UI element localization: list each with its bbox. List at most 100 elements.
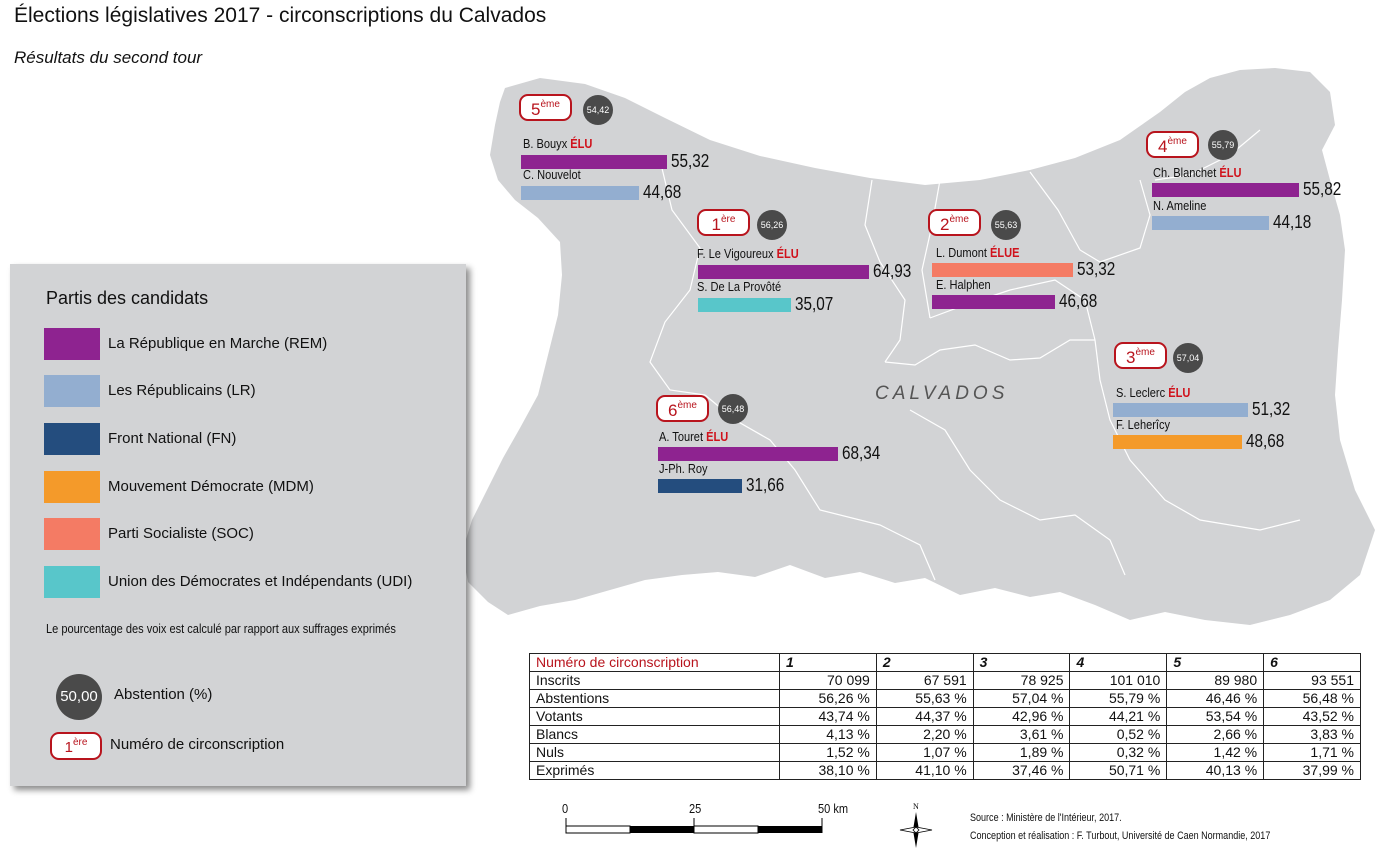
- circ-number: 5: [531, 100, 541, 119]
- table-cell: 101 010: [1069, 671, 1168, 690]
- circ-suffix: ème: [949, 214, 969, 225]
- legend-swatch-fn: [44, 423, 100, 455]
- legend-title: Partis des candidats: [46, 288, 209, 308]
- table-cell: 53,54 %: [1166, 707, 1265, 726]
- abstention-circle-4: 55,79: [1208, 130, 1238, 160]
- candidate-name: N. Ameline: [1153, 198, 1206, 213]
- result-bar-udi: [698, 298, 791, 312]
- candidate-name: J-Ph. Roy: [659, 461, 708, 476]
- result-bar-rem: [698, 265, 870, 279]
- legend-swatch-udi: [44, 566, 100, 598]
- table-cell: 40,13 %: [1166, 761, 1265, 780]
- circ-number: 4: [1158, 137, 1168, 156]
- scale-bar: [565, 818, 823, 834]
- table-cell: 57,04 %: [972, 689, 1071, 708]
- table-row: Exprimés 38,10 % 41,10 % 37,46 % 50,71 % 40,1…: [529, 761, 1361, 780]
- legend-circ-sup: ère: [72, 737, 88, 748]
- legend-swatch-rem: [44, 328, 100, 360]
- candidate-name-text: F. Le Vigoureux: [697, 246, 777, 261]
- table-cell: 67 591: [875, 671, 974, 690]
- candidate-name-text: B. Bouyx: [523, 136, 571, 151]
- candidate-name-text: S. Leclerc: [1116, 385, 1169, 400]
- department-shape: [462, 68, 1375, 625]
- candidate-name-text: S. De La Provôté: [697, 279, 782, 294]
- circ-badge-6: 6ème: [656, 395, 709, 422]
- table-cell: 37,99 %: [1263, 761, 1361, 780]
- result-value: 55,82: [1303, 179, 1342, 199]
- table-row-label: Votants: [529, 707, 780, 726]
- legend-swatch-mdm: [44, 471, 100, 503]
- table-cell: 44,21 %: [1069, 707, 1168, 726]
- candidate-name-text: N. Ameline: [1153, 198, 1207, 213]
- elected-badge: ÉLU: [1168, 385, 1191, 400]
- table-column-header: 1: [779, 653, 877, 672]
- circ-number: 1: [711, 215, 721, 234]
- result-bar-lr: [1113, 403, 1249, 417]
- table-column-header: 2: [875, 653, 974, 672]
- candidate-name-text: F. Leherîcy: [1116, 417, 1171, 432]
- circ-badge-2: 2ème: [928, 209, 981, 236]
- candidate-name: A. Touret ÉLU: [659, 429, 728, 444]
- result-value: 55,32: [671, 151, 710, 171]
- circ-badge-3: 3ème: [1114, 342, 1167, 369]
- table-cell: 41,10 %: [875, 761, 974, 780]
- table-header-row: Numéro de circonscription 1 2 3 4 5 6: [529, 653, 1361, 672]
- candidate-name-text: E. Halphen: [936, 277, 991, 292]
- page-title: Élections législatives 2017 - circonscri…: [14, 4, 547, 27]
- table-cell: 1,89 %: [972, 743, 1071, 762]
- table-row: Votants 43,74 % 44,37 % 42,96 % 44,21 % 53,54…: [529, 707, 1361, 726]
- result-bar-soc: [932, 263, 1073, 277]
- elected-badge: ÉLUE: [990, 245, 1020, 260]
- table-cell: 1,52 %: [779, 743, 877, 762]
- circ-suffix: ème: [1135, 347, 1155, 358]
- circ-number: 2: [940, 215, 950, 234]
- candidate-name: S. Leclerc ÉLU: [1116, 385, 1190, 400]
- circ-suffix: ème: [540, 99, 560, 110]
- table-cell: 55,79 %: [1069, 689, 1168, 708]
- circ-badge-1: 1ère: [697, 209, 750, 236]
- result-value: 64,93: [873, 261, 912, 281]
- table-cell: 43,74 %: [779, 707, 877, 726]
- circ-suffix: ème: [677, 400, 697, 411]
- candidate-name: S. De La Provôté: [697, 279, 781, 294]
- legend-label-mdm: Mouvement Démocrate (MDM): [108, 478, 314, 495]
- candidate-name-text: L. Dumont: [936, 245, 991, 260]
- result-value: 68,34: [842, 443, 881, 463]
- table-row: Inscrits 70 099 67 591 78 925 101 010 89 980 9…: [529, 671, 1361, 690]
- circ-badge-4: 4ème: [1146, 131, 1199, 158]
- legend-swatch-lr: [44, 375, 100, 407]
- circ-suffix: ère: [721, 214, 736, 225]
- legend-circ-badge: 1ère: [50, 732, 102, 760]
- result-bar-rem: [1152, 183, 1300, 197]
- scale-label-50: 50 km: [818, 801, 849, 816]
- candidate-name: E. Halphen: [936, 277, 991, 292]
- candidate-name: C. Nouvelot: [523, 167, 581, 182]
- table-cell: 1,71 %: [1263, 743, 1361, 762]
- candidate-name-text: J-Ph. Roy: [659, 461, 708, 476]
- candidate-name-text: C. Nouvelot: [523, 167, 581, 182]
- table-cell: 70 099: [779, 671, 877, 690]
- table-cell: 46,46 %: [1166, 689, 1265, 708]
- circ-number: 6: [668, 401, 678, 420]
- page-subtitle: Résultats du second tour: [14, 48, 203, 67]
- result-bar-rem: [658, 447, 839, 461]
- legend-label-rem: La République en Marche (REM): [108, 335, 328, 352]
- result-value: 48,68: [1245, 431, 1284, 451]
- result-value: 46,68: [1059, 291, 1098, 311]
- table-row-label: Abstentions: [529, 689, 780, 708]
- result-value: 51,32: [1252, 399, 1291, 419]
- results-table-body: Numéro de circonscription 1 2 3 4 5 6 Inscrits 7…: [529, 653, 1361, 780]
- candidate-name-text: Ch. Blanchet: [1153, 165, 1220, 180]
- compass-rose-icon: N: [899, 802, 933, 848]
- table-cell: 56,26 %: [779, 689, 877, 708]
- table-cell: 2,20 %: [875, 725, 974, 744]
- circonscription-borders: [649, 129, 1301, 581]
- table-cell: 4,13 %: [779, 725, 877, 744]
- table-cell: 1,42 %: [1166, 743, 1265, 762]
- table-row-label: Nuls: [529, 743, 780, 762]
- abstention-circle-6: 56,48: [718, 394, 748, 424]
- table-row: Nuls 1,52 % 1,07 % 1,89 % 0,32 % 1,42 % 1,71 %: [529, 743, 1361, 762]
- candidate-name: B. Bouyx ÉLU: [523, 136, 592, 151]
- credit-line: Conception et réalisation : F. Turbout, …: [970, 830, 1271, 842]
- result-bar-rem: [932, 295, 1056, 309]
